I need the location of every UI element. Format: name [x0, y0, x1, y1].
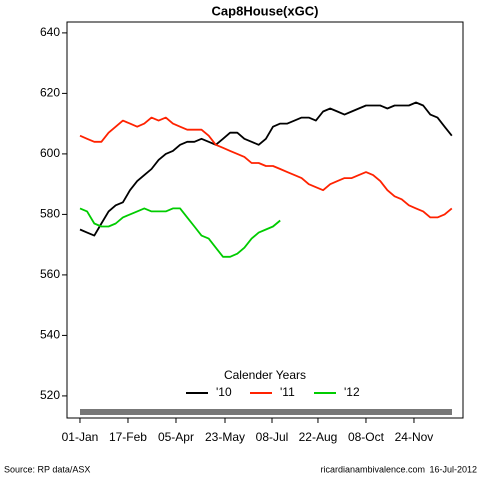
x-tick-label: 05-Apr	[158, 430, 194, 444]
y-tick-label: 580	[40, 207, 60, 221]
x-tick-label: 01-Jan	[62, 430, 99, 444]
x-tick-label: 24-Nov	[395, 430, 434, 444]
y-tick-label: 600	[40, 146, 60, 160]
legend-title: Calender Years	[224, 368, 306, 382]
source-note: Source: RP data/ASX	[4, 464, 90, 474]
rug-band	[80, 409, 452, 415]
y-tick-label: 620	[40, 86, 60, 100]
legend-label: '12	[344, 385, 360, 399]
y-tick-label: 560	[40, 267, 60, 281]
chart-title: Cap8House(xGC)	[212, 3, 319, 18]
date-note: 16-Jul-2012	[429, 464, 477, 474]
series-line	[79, 116, 453, 219]
plot-frame	[66, 21, 464, 419]
x-tick-label: 23-May	[205, 430, 245, 444]
website-note: ricardianambivalence.com	[320, 464, 425, 474]
x-tick-label: 08-Oct	[348, 430, 385, 444]
x-tick-label: 08-Jul	[256, 430, 289, 444]
y-tick-label: 540	[40, 328, 60, 342]
x-tick-label: 22-Aug	[299, 430, 338, 444]
y-tick-label: 640	[40, 25, 60, 39]
legend-label: '10	[216, 385, 232, 399]
x-tick-label: 17-Feb	[109, 430, 147, 444]
series-line	[79, 101, 453, 237]
legend-label: '11	[280, 385, 295, 399]
series-line	[79, 207, 281, 258]
y-tick-label: 520	[40, 388, 60, 402]
